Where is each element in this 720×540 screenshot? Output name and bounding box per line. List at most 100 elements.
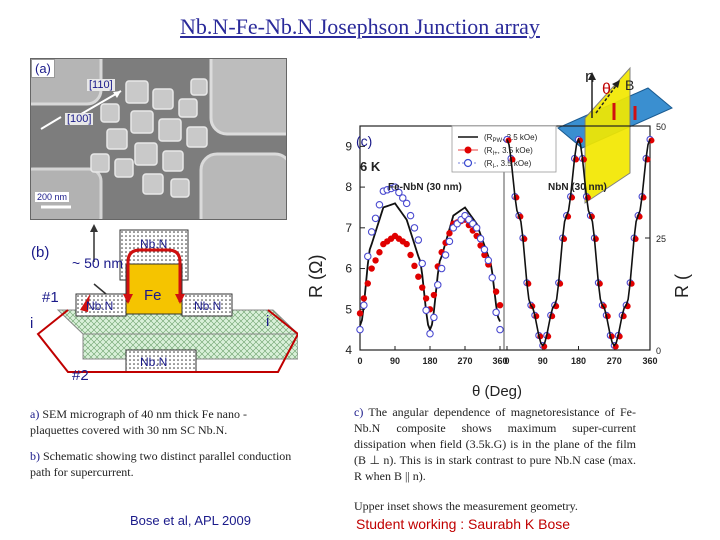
- series-rminus-point: [399, 194, 407, 202]
- x-tick-label: 0: [504, 356, 509, 366]
- path-1-label: #1: [42, 289, 59, 306]
- series-rminus-point: [430, 313, 438, 322]
- junction-schematic: (b) ~ 50 nm Nb.N Fe Nb.N Nb.N Nb.N #1 #2…: [30, 224, 298, 384]
- y-tick-label-left: 8: [345, 180, 352, 194]
- scale-label: 200 nm: [35, 192, 70, 202]
- left-panel-label: Fe-NbN (30 nm): [388, 182, 462, 193]
- right-panel-label: NbN (30 nm): [548, 182, 607, 193]
- nbn-right-pad: [181, 293, 233, 317]
- series-rplus-point: [496, 302, 504, 309]
- caption-c-prefix: c): [354, 405, 364, 419]
- series-rminus-point: [367, 228, 376, 236]
- dir-110-arrow: [75, 90, 122, 118]
- series-rplus-point: [411, 262, 418, 270]
- series-rplus-point: [430, 291, 438, 299]
- series-rplus-point: [368, 265, 375, 272]
- slide-title: Nb.N-Fe-Nb.N Josephson Junction array: [180, 14, 540, 39]
- series-rplus-point: [372, 257, 379, 264]
- nbn-bottom-label: Nb.N: [140, 355, 167, 369]
- x-tick-label: 360: [642, 356, 657, 366]
- inset-n-label: n: [585, 67, 594, 86]
- inset-theta-label: θ: [602, 81, 611, 98]
- legend-marker-open: [463, 158, 473, 168]
- x-tick-label: 90: [538, 356, 548, 366]
- series-rminus-point: [484, 256, 493, 265]
- series-rminus-point: [472, 224, 481, 232]
- fe-layer: [125, 263, 183, 315]
- series-rplus-point: [419, 284, 426, 291]
- series-rplus-point: [422, 295, 430, 302]
- series-rminus-point: [476, 234, 485, 243]
- y-tick-label-right: 25: [656, 234, 666, 244]
- caption-a-text: SEM micrograph of 40 nm thick Fe nano -p…: [30, 407, 247, 437]
- path-2-label: #2: [72, 367, 89, 384]
- x-tick-label: 180: [422, 356, 437, 366]
- series-nbn-filled-point: [505, 137, 512, 144]
- field-label: 6 K: [360, 159, 381, 174]
- citation: Bose et al, APL 2009: [130, 513, 251, 528]
- series-rminus-point: [492, 308, 500, 317]
- series-rminus-point: [418, 259, 426, 268]
- series-rplus-point: [407, 251, 414, 259]
- series-rplus-point: [492, 288, 500, 295]
- x-tick-label: 270: [607, 356, 622, 366]
- current-left-label: i: [30, 315, 33, 332]
- series-rminus-point: [434, 281, 442, 289]
- x-tick-label: 180: [571, 356, 586, 366]
- y-axis-label-right: R (: [672, 274, 692, 298]
- series-rminus-point: [480, 245, 489, 254]
- series-rminus-point: [414, 236, 423, 244]
- student-credit: Student working : Saurabh K Bose: [356, 516, 571, 532]
- y-tick-label-right: 50: [656, 122, 666, 132]
- caption-a-prefix: a): [30, 407, 40, 421]
- caption-c-text: The angular dependence of magnetoresista…: [354, 405, 636, 483]
- x-tick-label: 0: [357, 356, 362, 366]
- legend-entry: (RI-, 3.5 kOe): [484, 159, 532, 170]
- series-rminus-point: [441, 251, 450, 259]
- caption-inset: Upper inset shows the measurement geomet…: [354, 499, 578, 513]
- caption-c: c) The angular dependence of magnetoresi…: [354, 404, 636, 484]
- sem-plaquettes-image: [31, 59, 286, 219]
- series-rminus-point: [391, 183, 399, 191]
- nbn-left-label: Nb.N: [86, 299, 113, 313]
- y-tick-label-left: 7: [345, 221, 352, 235]
- current-right-label: i: [266, 313, 269, 330]
- series-rminus-point: [410, 224, 419, 232]
- series-rplus-point: [364, 280, 371, 287]
- series-rminus-point: [371, 214, 380, 223]
- y-axis-label-left: R (Ω): [306, 255, 326, 298]
- y-tick-label-left: 5: [345, 302, 352, 316]
- current-path: [36, 309, 298, 373]
- x-axis-label: θ (Deg): [472, 383, 522, 400]
- legend-marker-filled: [464, 146, 472, 154]
- series-rminus-point: [426, 329, 434, 338]
- sem-micrograph: (a) [110] [100] 200 nm: [30, 58, 287, 220]
- panel-b-label: (b): [31, 244, 49, 261]
- y-tick-label-left: 9: [345, 139, 352, 153]
- series-rminus-point: [406, 211, 415, 220]
- series-rminus-point: [445, 237, 454, 246]
- series-rminus-point: [375, 200, 384, 209]
- y-tick-label-left: 4: [345, 343, 352, 357]
- series-rplus-point: [403, 240, 410, 248]
- series-rminus-point: [496, 325, 504, 334]
- series-rplus-point: [415, 273, 422, 280]
- series-rplus-point: [360, 295, 368, 302]
- legend-entry: (RPW, 3.5 kOe): [484, 133, 538, 144]
- series-rminus-point: [422, 306, 430, 315]
- series-rminus-point: [356, 325, 364, 334]
- series-rminus-point: [488, 273, 496, 282]
- geometry-inset: n θ B: [557, 66, 673, 204]
- caption-b-prefix: b): [30, 449, 40, 463]
- series-rplus-point: [481, 251, 488, 259]
- caption-b-text: Schematic showing two distinct parallel …: [30, 449, 292, 479]
- thickness-label: ~ 50 nm: [72, 255, 123, 271]
- x-tick-label: 270: [457, 356, 472, 366]
- y-tick-label-right: 0: [656, 346, 661, 356]
- series-nbn-line: [506, 137, 651, 347]
- series-rplus-point: [356, 310, 364, 317]
- series-rpw-line: [359, 202, 501, 333]
- series-rminus-point: [364, 252, 372, 261]
- series-rminus-point: [437, 264, 446, 273]
